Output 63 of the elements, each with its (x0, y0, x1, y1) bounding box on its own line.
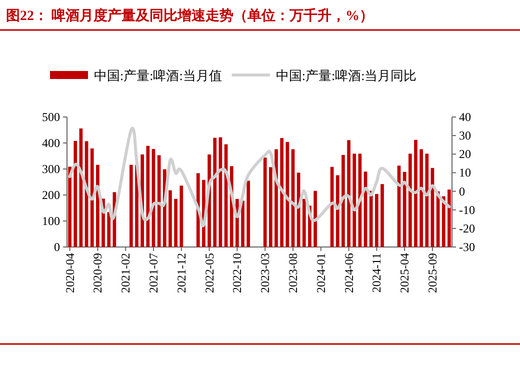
y2-tick-label: -20 (459, 221, 475, 236)
bar (146, 146, 150, 247)
chart-title: 图22： 啤酒月度产量及同比增速走势（单位：万千升，%） (6, 7, 374, 24)
y-tick-label: 400 (42, 136, 60, 150)
bar (448, 190, 451, 247)
bar (129, 164, 133, 247)
x-tick-label: 2023-03 (258, 253, 272, 293)
x-tick-label: 2020-04 (62, 253, 77, 293)
y-tick-label: 100 (42, 214, 60, 228)
bar (213, 138, 217, 247)
x-tick-label: 2023-08 (286, 253, 300, 293)
x-tick-label: 2024-01 (314, 253, 328, 293)
y-tick-label: 0 (54, 240, 60, 254)
x-tick-label: 2024-06 (342, 253, 356, 293)
bar (369, 190, 373, 247)
x-tick-label: 2021-12 (174, 253, 188, 293)
y2-tick-label: 0 (459, 184, 465, 198)
bar (90, 148, 94, 247)
y2-tick-label: 20 (459, 147, 471, 162)
x-tick-label: 2024-11 (370, 253, 384, 293)
y-tick-label: 200 (42, 188, 60, 202)
x-tick-label: 2025-04 (398, 253, 412, 293)
legend-label: 中国:产量:啤酒:当月值 (94, 68, 222, 83)
x-tick-label: 2022-10 (230, 253, 244, 293)
bar (375, 194, 378, 247)
bar (408, 154, 412, 247)
bar (302, 198, 306, 247)
bar (336, 175, 340, 247)
x-tick-label: 2025-09 (425, 253, 440, 293)
y2-tick-label: -30 (459, 240, 475, 254)
y2-tick-label: 10 (459, 166, 471, 180)
bar (347, 140, 350, 247)
bar (74, 140, 78, 247)
bar (342, 154, 345, 247)
bar (420, 149, 423, 247)
bar (96, 164, 100, 247)
legend-label: 中国:产量:啤酒:当月同比 (276, 68, 417, 83)
bar (107, 212, 111, 247)
bar (414, 140, 418, 247)
bar (180, 186, 184, 247)
bar (263, 158, 267, 247)
bar (246, 180, 250, 247)
y2-tick-label: -10 (459, 202, 475, 217)
bar (352, 154, 356, 247)
bar (380, 184, 384, 247)
y2-tick-label: 40 (459, 110, 471, 124)
y2-tick-label: 30 (459, 128, 471, 143)
x-tick-label: 2021-02 (118, 253, 133, 293)
bar (280, 138, 284, 247)
x-tick-label: 2020-09 (90, 253, 105, 293)
bar (68, 166, 72, 247)
bar (174, 198, 178, 247)
bar (286, 142, 290, 247)
x-tick-label: 2022-05 (202, 253, 216, 293)
bar (168, 190, 172, 247)
bar (268, 167, 272, 247)
y-tick-label: 500 (42, 110, 60, 124)
y-tick-label: 300 (42, 162, 60, 176)
bar (442, 196, 446, 247)
bar (425, 154, 429, 247)
x-tick-label: 2021-07 (146, 253, 160, 293)
bar (314, 190, 317, 247)
bar (241, 200, 244, 247)
